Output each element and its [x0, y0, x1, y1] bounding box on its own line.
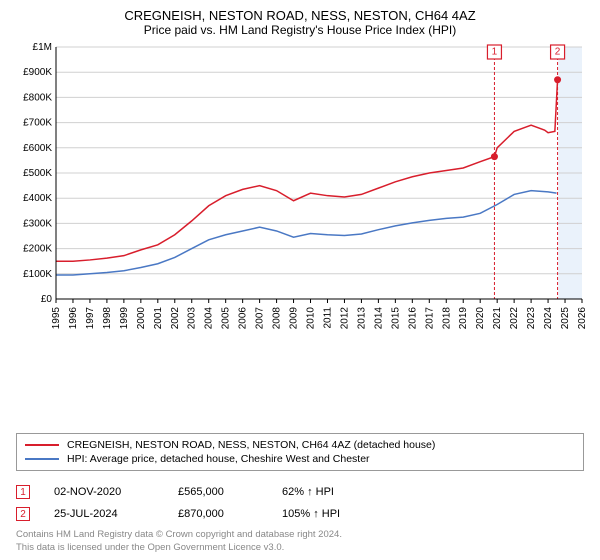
x-axis-label: 1995	[51, 307, 62, 330]
y-axis-label: £500K	[23, 168, 52, 179]
y-axis-label: £700K	[23, 118, 52, 129]
series-hpi-line	[56, 191, 557, 275]
y-axis-label: £900K	[23, 67, 52, 78]
legend-item: CREGNEISH, NESTON ROAD, NESS, NESTON, CH…	[25, 438, 575, 452]
legend-swatch	[25, 458, 59, 460]
x-axis-label: 2026	[577, 307, 588, 330]
x-axis-label: 2011	[322, 307, 333, 329]
y-axis-label: £0	[41, 294, 53, 305]
legend-item: HPI: Average price, detached house, Ches…	[25, 452, 575, 466]
transaction-price: £565,000	[178, 486, 258, 498]
transaction-date: 25-JUL-2024	[54, 508, 154, 520]
legend-label: HPI: Average price, detached house, Ches…	[67, 453, 370, 465]
transaction-pct: 62% ↑ HPI	[282, 486, 392, 498]
legend-swatch	[25, 444, 59, 446]
chart-subtitle: Price paid vs. HM Land Registry's House …	[12, 23, 588, 37]
x-axis-label: 2022	[509, 307, 520, 330]
transactions-table: 1 02-NOV-2020 £565,000 62% ↑ HPI 2 25-JUL-202…	[16, 481, 584, 525]
x-axis-label: 1996	[68, 307, 79, 330]
x-axis-label: 1998	[102, 307, 113, 330]
x-axis-label: 2003	[187, 307, 198, 330]
x-axis-label: 2008	[272, 307, 283, 330]
event-marker-label: 2	[555, 47, 561, 58]
x-axis-label: 2004	[204, 307, 215, 330]
x-axis-label: 2012	[339, 307, 350, 330]
y-axis-label: £600K	[23, 143, 52, 154]
x-axis-label: 2006	[238, 307, 249, 330]
transaction-price: £870,000	[178, 508, 258, 520]
x-axis-label: 2023	[526, 307, 537, 330]
transaction-row: 1 02-NOV-2020 £565,000 62% ↑ HPI	[16, 481, 584, 503]
transaction-marker: 1	[16, 485, 30, 499]
sale-point	[554, 76, 561, 83]
x-axis-label: 2017	[424, 307, 435, 330]
event-marker-label: 1	[492, 47, 498, 58]
footer-line-1: Contains HM Land Registry data © Crown c…	[16, 529, 584, 541]
y-axis-label: £800K	[23, 92, 52, 103]
x-axis-label: 2013	[356, 307, 367, 330]
line-chart-svg: £0 £100K £200K £300K £400K £500K £600K £700K £80…	[12, 41, 588, 351]
transaction-row: 2 25-JUL-2024 £870,000 105% ↑ HPI	[16, 503, 584, 525]
chart-container: CREGNEISH, NESTON ROAD, NESS, NESTON, CH…	[0, 0, 600, 560]
transaction-pct: 105% ↑ HPI	[282, 508, 392, 520]
y-axis-label: £200K	[23, 244, 52, 255]
x-axis-label: 2009	[289, 307, 300, 330]
chart-title: CREGNEISH, NESTON ROAD, NESS, NESTON, CH…	[12, 8, 588, 23]
transaction-marker: 2	[16, 507, 30, 521]
x-axis-label: 2019	[458, 307, 469, 330]
x-axis-label: 2020	[475, 307, 486, 330]
x-axis-label: 2025	[560, 307, 571, 330]
footer-attribution: Contains HM Land Registry data © Crown c…	[16, 529, 584, 554]
transaction-date: 02-NOV-2020	[54, 486, 154, 498]
chart-legend: CREGNEISH, NESTON ROAD, NESS, NESTON, CH…	[16, 433, 584, 471]
x-axis-label: 2005	[221, 307, 232, 330]
x-axis-label: 2015	[390, 307, 401, 330]
x-axis-label: 1997	[85, 307, 96, 330]
sale-point	[491, 153, 498, 160]
chart-plot-area: £0 £100K £200K £300K £400K £500K £600K £700K £80…	[12, 41, 588, 427]
x-axis-label: 2014	[373, 307, 384, 330]
x-axis-label: 2001	[153, 307, 164, 330]
y-axis-label: £300K	[23, 218, 52, 229]
x-axis-label: 2010	[306, 307, 317, 330]
y-axis-label: £100K	[23, 269, 52, 280]
x-axis-label: 2007	[255, 307, 266, 330]
y-axis-label: £400K	[23, 193, 52, 204]
x-axis-label: 2016	[407, 307, 418, 330]
x-axis-label: 2018	[441, 307, 452, 330]
x-axis-label: 2002	[170, 307, 181, 330]
x-axis-label: 2000	[136, 307, 147, 330]
y-axis-label: £1M	[33, 42, 52, 53]
x-axis-label: 2021	[492, 307, 503, 330]
x-axis-label: 2024	[543, 307, 554, 330]
footer-line-2: This data is licensed under the Open Gov…	[16, 542, 584, 554]
x-axis-label: 1999	[119, 307, 130, 330]
legend-label: CREGNEISH, NESTON ROAD, NESS, NESTON, CH…	[67, 439, 435, 451]
